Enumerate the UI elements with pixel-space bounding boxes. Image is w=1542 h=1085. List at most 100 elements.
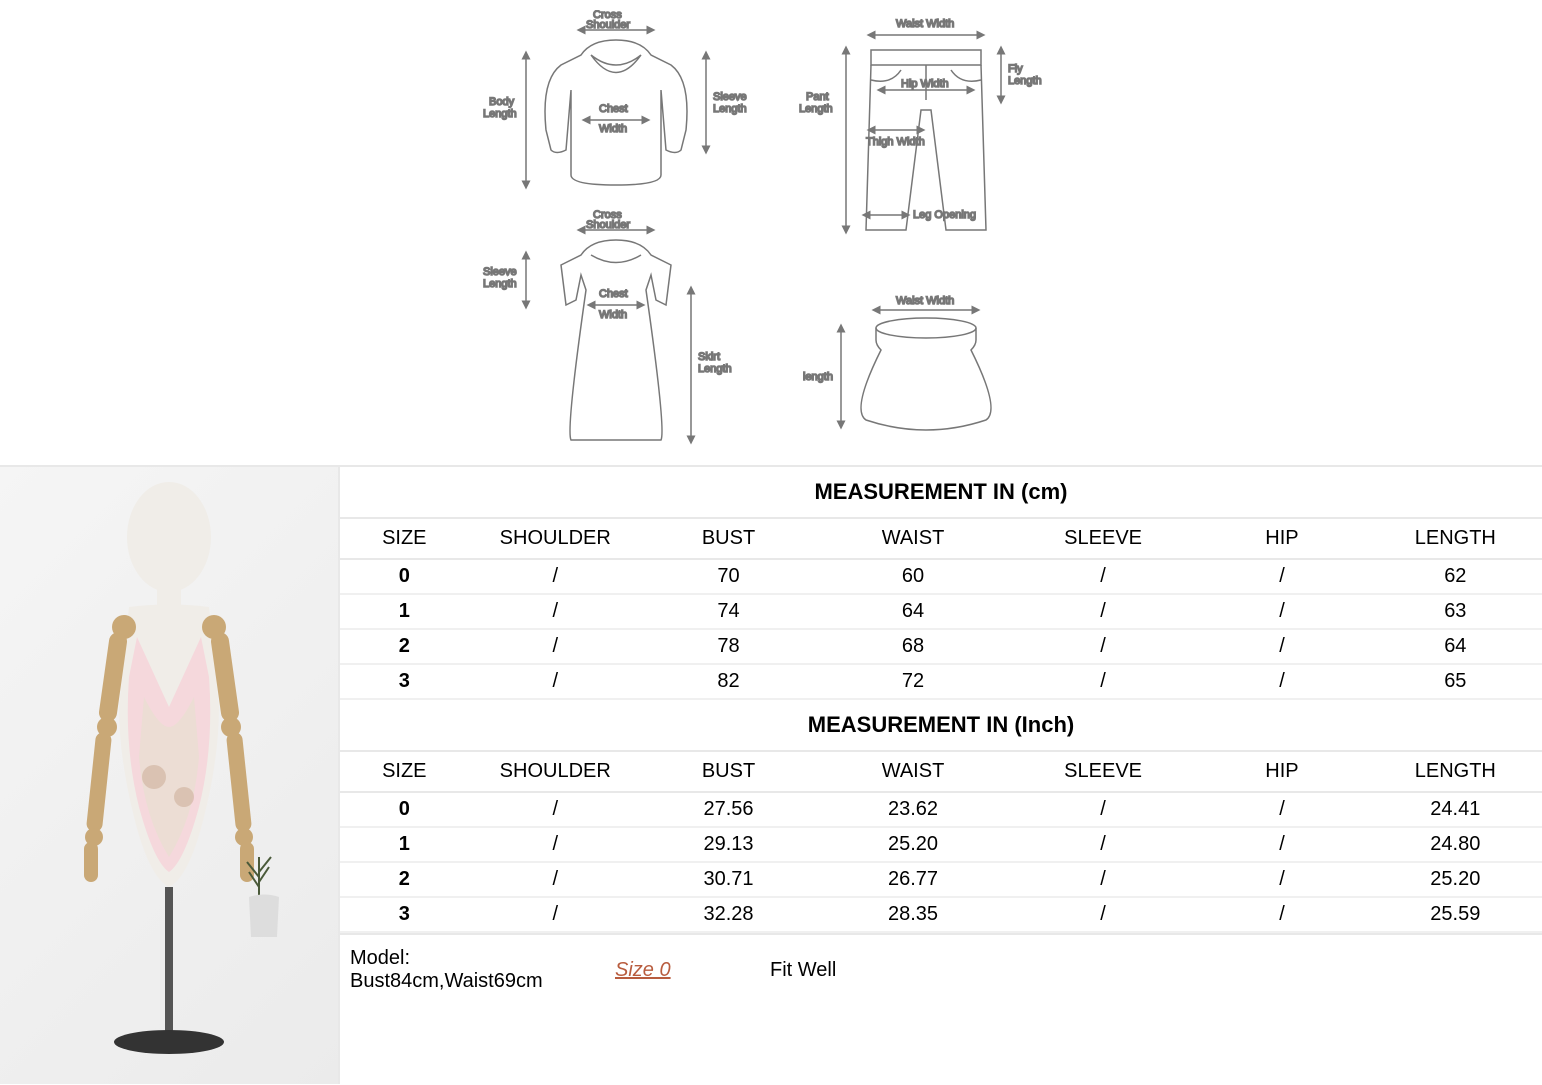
value-cell: 74 [642, 594, 815, 629]
size-link[interactable]: Size 0 [605, 955, 760, 986]
column-header: SIZE [340, 752, 469, 792]
table-row: 3/32.2828.35//25.59 [340, 897, 1542, 932]
value-cell: / [1195, 862, 1368, 897]
value-cell: / [1195, 664, 1368, 699]
svg-text:Chest: Chest [599, 103, 628, 115]
table-row: 0/7060//62 [340, 559, 1542, 594]
size-cell: 2 [340, 862, 469, 897]
svg-text:Length: Length [483, 278, 517, 290]
size-cell: 2 [340, 629, 469, 664]
value-cell: 70 [642, 559, 815, 594]
size-cell: 1 [340, 594, 469, 629]
value-cell: / [1195, 629, 1368, 664]
table-row: 3/8272//65 [340, 664, 1542, 699]
svg-text:Length: Length [1008, 75, 1042, 87]
table-row: 2/7868//64 [340, 629, 1542, 664]
value-cell: / [469, 594, 642, 629]
value-cell: / [1011, 594, 1195, 629]
svg-text:Body: Body [489, 96, 515, 108]
column-header: BUST [642, 519, 815, 559]
value-cell: 23.62 [815, 792, 1011, 827]
value-cell: / [1011, 664, 1195, 699]
value-cell: 82 [642, 664, 815, 699]
value-cell: 28.35 [815, 897, 1011, 932]
column-header: HIP [1195, 752, 1368, 792]
svg-text:Thigh Width: Thigh Width [866, 136, 925, 148]
mannequin-svg [29, 477, 309, 1077]
svg-text:Length: Length [698, 363, 732, 375]
svg-text:Skirt: Skirt [698, 351, 720, 363]
value-cell: / [1011, 792, 1195, 827]
size-cell: 1 [340, 827, 469, 862]
value-cell: 63 [1369, 594, 1542, 629]
value-cell: / [1195, 792, 1368, 827]
svg-text:Width: Width [599, 123, 627, 135]
svg-text:length: length [803, 371, 833, 383]
svg-text:Sleeve: Sleeve [483, 266, 517, 278]
garment-diagram-svg: Cross Shoulder Body Length Chest Width S… [421, 10, 1121, 460]
value-cell: 62 [1369, 559, 1542, 594]
value-cell: / [469, 629, 642, 664]
cm-table: SIZESHOULDERBUSTWAISTSLEEVEHIPLENGTH 0/7… [340, 519, 1542, 700]
column-header: WAIST [815, 519, 1011, 559]
svg-text:Shoulder: Shoulder [586, 219, 630, 231]
value-cell: 24.80 [1369, 827, 1542, 862]
column-header: BUST [642, 752, 815, 792]
value-cell: 26.77 [815, 862, 1011, 897]
value-cell: / [1195, 559, 1368, 594]
column-header: SHOULDER [469, 519, 642, 559]
fit-info: Fit Well [760, 955, 1542, 986]
value-cell: 78 [642, 629, 815, 664]
value-cell: / [469, 792, 642, 827]
value-cell: / [469, 827, 642, 862]
value-cell: 64 [1369, 629, 1542, 664]
value-cell: / [1195, 897, 1368, 932]
size-cell: 0 [340, 559, 469, 594]
value-cell: / [469, 559, 642, 594]
table-row: 0/27.5623.62//24.41 [340, 792, 1542, 827]
table-row: 1/29.1325.20//24.80 [340, 827, 1542, 862]
value-cell: / [1011, 629, 1195, 664]
svg-text:Waist Width: Waist Width [896, 18, 954, 30]
svg-text:Length: Length [483, 108, 517, 120]
table-row: 1/7464//63 [340, 594, 1542, 629]
value-cell: / [469, 862, 642, 897]
value-cell: 32.28 [642, 897, 815, 932]
svg-text:Length: Length [799, 103, 833, 115]
value-cell: / [1011, 827, 1195, 862]
column-header: SLEEVE [1011, 752, 1195, 792]
value-cell: / [1195, 594, 1368, 629]
value-cell: 64 [815, 594, 1011, 629]
column-header: SLEEVE [1011, 519, 1195, 559]
column-header: SHOULDER [469, 752, 642, 792]
table-row: 2/30.7126.77//25.20 [340, 862, 1542, 897]
svg-text:Sleeve: Sleeve [713, 91, 747, 103]
column-header: HIP [1195, 519, 1368, 559]
size-cell: 3 [340, 897, 469, 932]
value-cell: 25.20 [1369, 862, 1542, 897]
value-cell: / [1011, 862, 1195, 897]
value-cell: / [1011, 897, 1195, 932]
column-header: LENGTH [1369, 519, 1542, 559]
model-info: Model: Bust84cm,Waist69cm [340, 943, 605, 997]
svg-text:Chest: Chest [599, 288, 628, 300]
value-cell: 25.59 [1369, 897, 1542, 932]
svg-text:Hip Width: Hip Width [901, 78, 949, 90]
value-cell: / [1195, 827, 1368, 862]
value-cell: 65 [1369, 664, 1542, 699]
tables-area: MEASUREMENT IN (cm) SIZESHOULDERBUSTWAIS… [340, 467, 1542, 1084]
value-cell: 72 [815, 664, 1011, 699]
value-cell: 29.13 [642, 827, 815, 862]
svg-text:Width: Width [599, 309, 627, 321]
bottom-section: MEASUREMENT IN (cm) SIZESHOULDERBUSTWAIS… [0, 465, 1542, 1084]
svg-text:Leg Opening: Leg Opening [913, 209, 976, 221]
column-header: SIZE [340, 519, 469, 559]
value-cell: / [1011, 559, 1195, 594]
footer-row: Model: Bust84cm,Waist69cm Size 0 Fit Wel… [340, 933, 1542, 1005]
inch-table-title: MEASUREMENT IN (Inch) [340, 700, 1542, 752]
value-cell: / [469, 897, 642, 932]
product-photo [0, 467, 340, 1084]
value-cell: 24.41 [1369, 792, 1542, 827]
svg-text:Fly: Fly [1008, 63, 1023, 75]
svg-text:Shoulder: Shoulder [586, 19, 630, 31]
